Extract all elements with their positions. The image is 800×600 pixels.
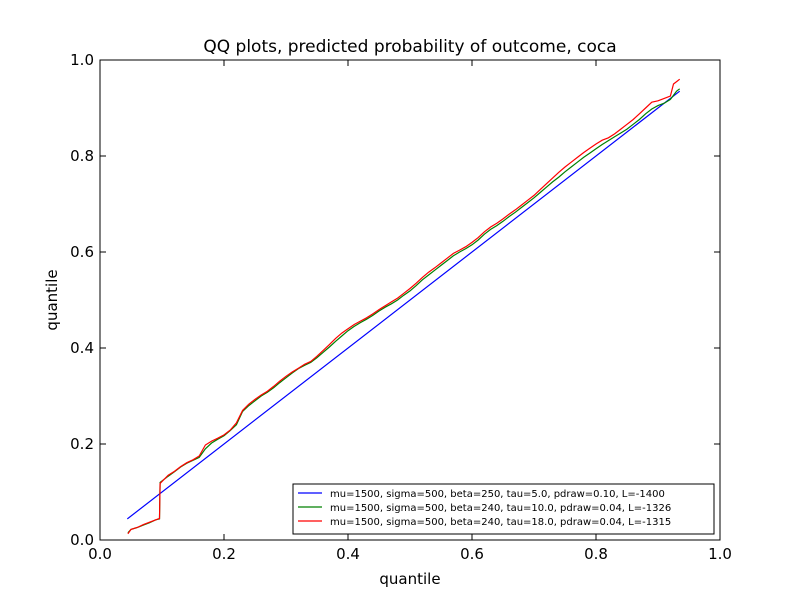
y-tick-label: 0.6	[70, 243, 94, 261]
series-line-1	[126, 90, 681, 520]
x-tick-label: 0.6	[460, 545, 484, 563]
series-line-3	[127, 78, 681, 535]
legend-box	[292, 483, 715, 535]
plot-area	[99, 59, 721, 541]
series-line-2	[127, 88, 681, 534]
x-tick-labels: 0.0 0.2 0.4 0.6 0.8 1.0	[88, 545, 732, 563]
x-tick-label: 0.4	[336, 545, 360, 563]
series-lines	[126, 78, 681, 535]
legend-label-1: mu=1500, sigma=500, beta=250, tau=5.0, p…	[330, 489, 665, 500]
x-axis-label: quantile	[379, 570, 440, 588]
y-tick-label: 0.8	[70, 147, 94, 165]
chart-title: QQ plots, predicted probability of outco…	[203, 37, 616, 57]
y-tick-labels: 0.0 0.2 0.4 0.6 0.8 1.0	[70, 51, 94, 549]
y-tick-label: 1.0	[70, 51, 94, 69]
x-tick-label: 1.0	[708, 545, 732, 563]
y-tick-label: 0.2	[70, 435, 94, 453]
y-tick-label: 0.4	[70, 339, 94, 357]
legend-label-3: mu=1500, sigma=500, beta=240, tau=18.0, …	[330, 517, 671, 528]
legend-label-2: mu=1500, sigma=500, beta=240, tau=10.0, …	[330, 503, 671, 514]
x-tick-label: 0.2	[212, 545, 236, 563]
legend-entries: mu=1500, sigma=500, beta=250, tau=5.0, p…	[298, 489, 671, 528]
x-tick-label: 0.8	[584, 545, 608, 563]
x-tick-label: 0.0	[88, 545, 112, 563]
y-tick-label: 0.0	[70, 531, 94, 549]
plot-frame	[99, 59, 721, 541]
y-axis-label: quantile	[43, 269, 61, 330]
legend: mu=1500, sigma=500, beta=250, tau=5.0, p…	[292, 483, 715, 535]
